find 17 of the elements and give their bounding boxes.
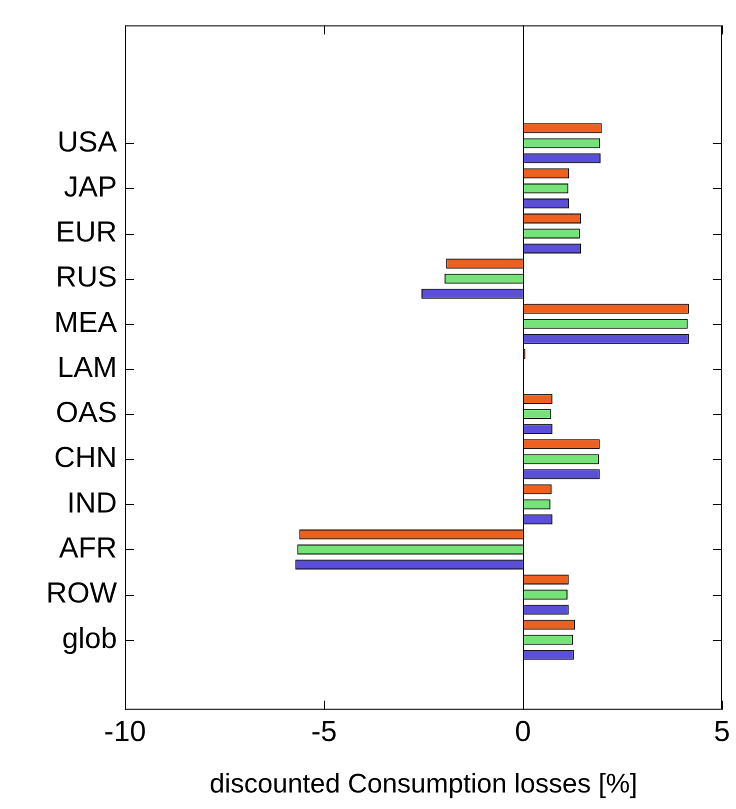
y-tick-label: JAP	[64, 171, 117, 204]
y-tick-label: ROW	[46, 578, 118, 610]
x-tick-label: 5	[714, 716, 730, 748]
y-tick-label: CHN	[54, 442, 117, 474]
y-tick-label: OAS	[56, 397, 117, 430]
x-tick-label: -10	[104, 716, 146, 748]
y-tick-label: RUS	[56, 262, 117, 294]
x-axis-title: discounted Consumption losses [%]	[210, 768, 638, 798]
x-tick-label: 0	[514, 716, 532, 748]
x-tick-label: -5	[311, 716, 337, 748]
y-tick-label: MEA	[54, 306, 118, 339]
y-tick-label: USA	[57, 126, 118, 158]
y-tick-label: EUR	[56, 216, 117, 249]
y-tick-label: AFR	[59, 532, 117, 564]
y-tick-label: IND	[67, 487, 117, 520]
y-tick-label: LAM	[57, 352, 117, 384]
y-tick-label: glob	[62, 622, 117, 655]
